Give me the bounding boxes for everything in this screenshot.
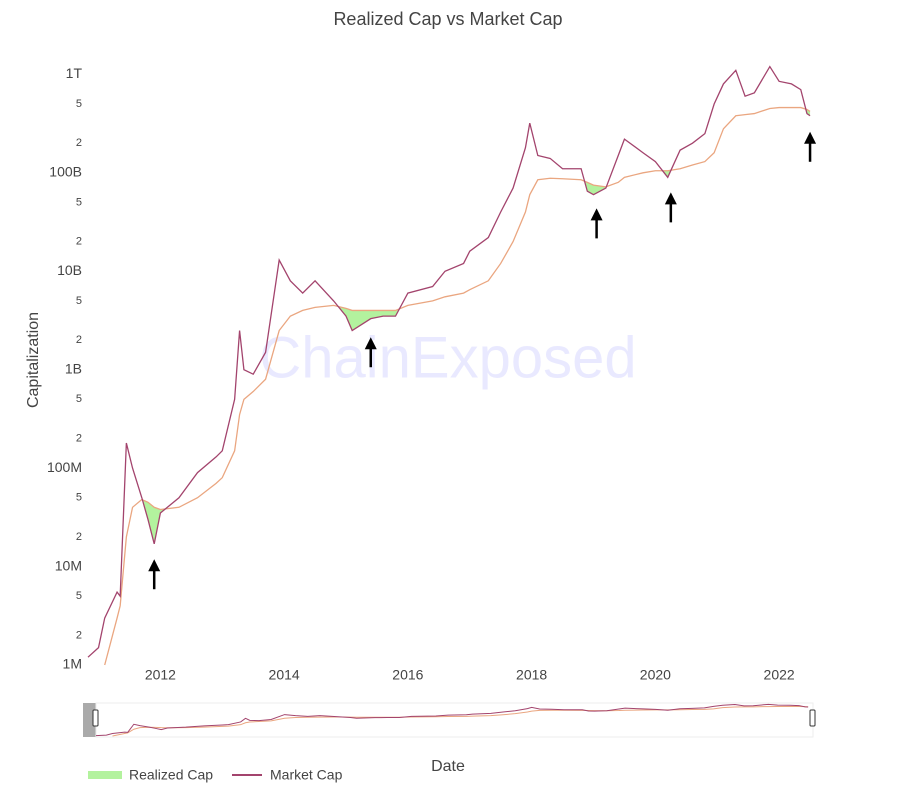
y-tick-label: 100M	[47, 459, 82, 475]
y-tick-label: 100B	[49, 164, 82, 180]
y-tick-label: 2	[76, 432, 82, 444]
watermark: ChainExposed	[259, 325, 636, 390]
x-axis-title: Date	[431, 758, 465, 775]
y-tick-label: 5	[76, 590, 82, 602]
legend-swatch	[88, 771, 122, 779]
y-tick-label: 2	[76, 137, 82, 149]
legend-label: Market Cap	[270, 767, 343, 783]
legend-label: Realized Cap	[129, 767, 213, 783]
y-tick-label: 2	[76, 334, 82, 346]
y-tick-label: 1T	[66, 65, 83, 81]
y-tick-label: 5	[76, 295, 82, 307]
y-tick-label: 5	[76, 98, 82, 110]
y-tick-label: 5	[76, 393, 82, 405]
range-slider-grip[interactable]	[92, 709, 99, 727]
realized-cap-fill	[142, 499, 166, 544]
y-tick-label: 2	[76, 531, 82, 543]
y-tick-label: 2	[76, 629, 82, 641]
y-tick-label: 2	[76, 236, 82, 248]
annotation-arrowhead	[590, 208, 603, 221]
x-tick-label: 2020	[640, 667, 671, 683]
y-tick-label: 5	[76, 492, 82, 504]
annotation-arrowhead	[148, 559, 161, 572]
series-line	[104, 106, 811, 666]
annotation-arrowhead	[364, 337, 377, 350]
y-tick-label: 1B	[65, 360, 82, 376]
annotation-arrowhead	[664, 192, 677, 205]
y-axis-title: Capitalization	[25, 312, 42, 408]
y-tick-label: 5	[76, 196, 82, 208]
range-slider-line	[95, 703, 809, 737]
range-slider-grip[interactable]	[809, 709, 816, 727]
y-tick-label: 10M	[55, 557, 82, 573]
x-tick-label: 2018	[516, 667, 547, 683]
series-line	[87, 65, 811, 658]
realized-cap-fill	[584, 181, 607, 195]
x-tick-label: 2016	[392, 667, 423, 683]
realized-cap-fill	[662, 170, 671, 178]
x-tick-label: 2014	[269, 667, 300, 683]
annotation-arrowhead	[804, 131, 817, 144]
range-slider-line	[112, 706, 809, 737]
y-tick-label: 10B	[57, 262, 82, 278]
x-tick-label: 2012	[145, 667, 176, 683]
chart-title: Realized Cap vs Market Cap	[333, 9, 562, 29]
y-tick-label: 1M	[63, 656, 82, 672]
x-tick-label: 2022	[764, 667, 795, 683]
realized-cap-fill	[338, 306, 400, 331]
